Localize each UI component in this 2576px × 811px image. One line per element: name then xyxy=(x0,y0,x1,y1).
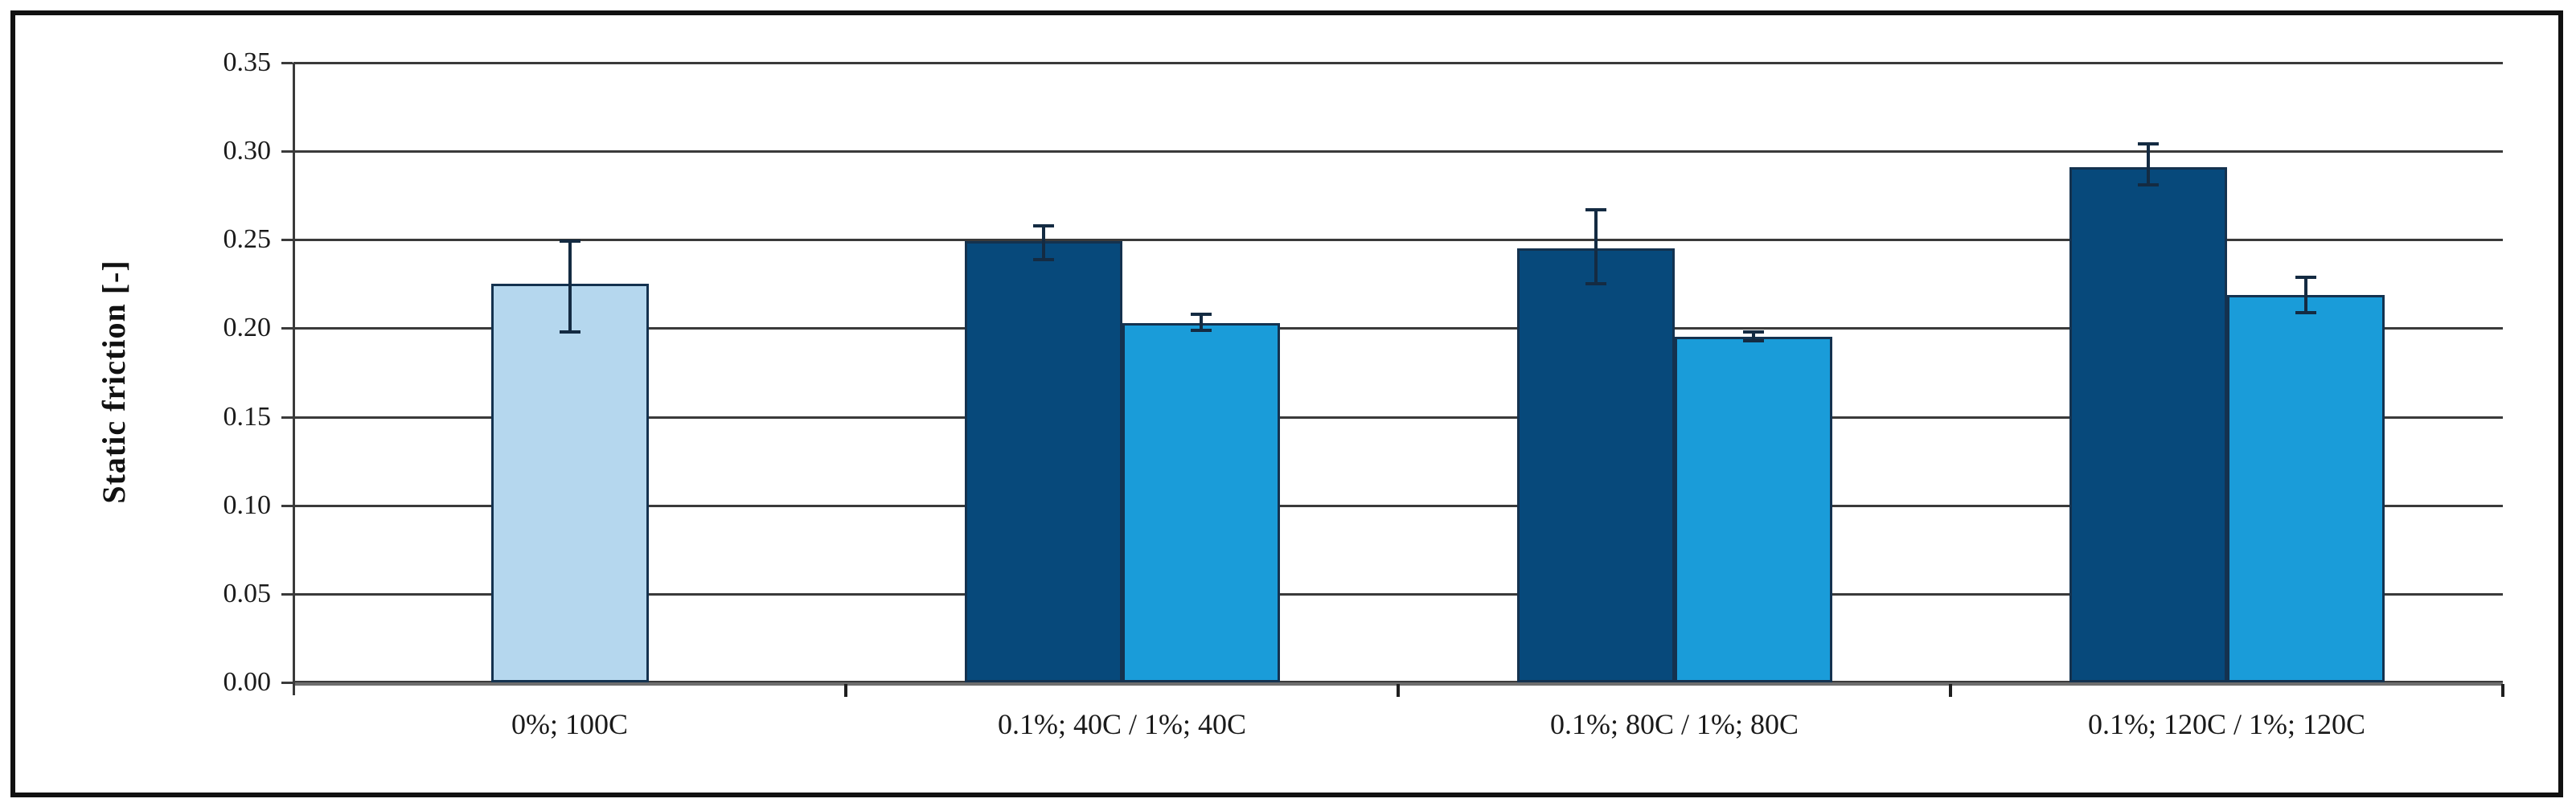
gridline xyxy=(293,62,2503,64)
x-axis-tick xyxy=(1949,684,1952,697)
error-bar-cap-top xyxy=(1585,207,1606,211)
error-bar-cap-top xyxy=(2295,275,2316,279)
y-axis-tick-label: 0.25 xyxy=(223,224,272,255)
y-axis-tick xyxy=(281,327,293,330)
y-axis-tick-label: 0.15 xyxy=(223,401,272,432)
bar-base-oil-0- xyxy=(490,284,649,682)
x-axis-tick xyxy=(844,684,847,697)
gridline xyxy=(293,150,2503,154)
error-bar xyxy=(1751,331,1755,341)
error-bar xyxy=(1594,209,1598,285)
error-bar-cap-bottom xyxy=(1190,328,1212,332)
error-bar-cap-bottom xyxy=(1585,282,1606,286)
figure-border xyxy=(10,10,2563,797)
x-axis-tick xyxy=(1397,684,1400,697)
error-bar-cap-top xyxy=(1032,223,1054,227)
bar-0.1- xyxy=(964,241,1122,682)
gridline xyxy=(293,592,2503,596)
plot-area: 0.00 0.05 0.10 0.15 0.20 0.25 0.30 0.35 0%; 100C… xyxy=(224,47,2504,740)
error-bar-cap-top xyxy=(559,240,580,244)
y-axis-tick-label: 0.30 xyxy=(223,136,272,166)
y-axis-tick xyxy=(281,504,293,507)
x-axis-tick xyxy=(2501,684,2504,697)
x-axis-line xyxy=(293,681,2503,686)
bar-0.1- xyxy=(2069,166,2227,682)
x-category-label: 0.1%; 80C / 1%; 80C xyxy=(1549,708,1799,740)
y-axis-tick-label: 0.35 xyxy=(223,47,272,77)
error-bar-cap-bottom xyxy=(1032,257,1054,261)
error-bar-cap-top xyxy=(1190,312,1212,316)
y-axis-title: Static friction [-] xyxy=(96,260,132,504)
error-bar-cap-bottom xyxy=(1742,338,1764,342)
x-category-label: 0.1%; 120C / 1%; 120C xyxy=(2087,708,2365,740)
error-bar xyxy=(2303,276,2307,313)
x-category-label: 0%; 100C xyxy=(511,708,628,740)
y-axis-tick-label: 0.20 xyxy=(223,313,272,343)
bar-1- xyxy=(2226,294,2385,682)
y-axis-tick xyxy=(281,592,293,596)
error-bar xyxy=(568,241,572,332)
gridline xyxy=(293,504,2503,507)
y-axis-tick xyxy=(281,150,293,154)
error-bar-cap-bottom xyxy=(559,330,580,334)
gridline xyxy=(293,327,2503,330)
error-bar-cap-top xyxy=(2137,142,2159,146)
error-bar xyxy=(1199,313,1203,330)
x-category-label: 0.1%; 40C / 1%; 40C xyxy=(997,708,1246,740)
error-bar-cap-bottom xyxy=(2137,182,2159,186)
y-axis-tick xyxy=(281,239,293,242)
error-bar xyxy=(1041,225,1045,260)
y-axis-tick xyxy=(281,416,293,419)
error-bar xyxy=(2146,144,2150,185)
error-bar-cap-bottom xyxy=(2295,310,2316,314)
y-axis-tick-label: 0.05 xyxy=(223,578,272,608)
y-axis-line xyxy=(293,63,295,695)
bar-1- xyxy=(1674,337,1832,682)
y-axis-tick xyxy=(281,682,293,684)
y-axis-tick-label: 0.00 xyxy=(223,667,272,697)
bar-0.1- xyxy=(1516,248,1675,682)
y-axis-tick-label: 0.10 xyxy=(223,489,272,520)
gridline xyxy=(293,416,2503,419)
error-bar-cap-top xyxy=(1742,330,1764,334)
y-axis-tick xyxy=(281,62,293,64)
bar-1- xyxy=(1122,322,1280,682)
gridline xyxy=(293,239,2503,242)
